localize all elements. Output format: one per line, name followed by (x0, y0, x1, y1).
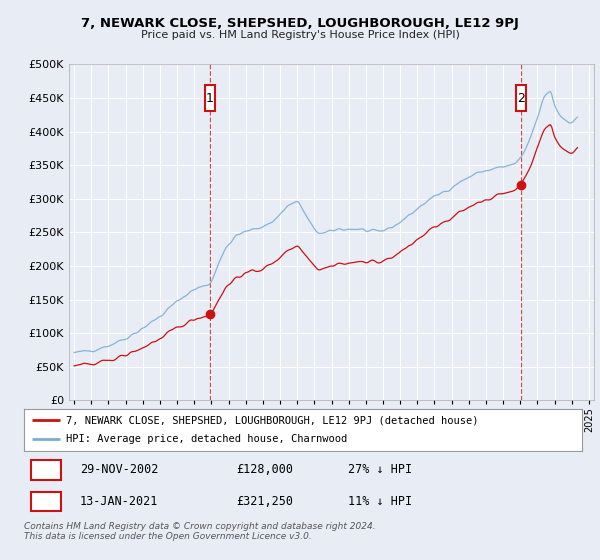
Text: 27% ↓ HPI: 27% ↓ HPI (347, 463, 412, 476)
Text: 1: 1 (206, 91, 214, 105)
Text: 29-NOV-2002: 29-NOV-2002 (80, 463, 158, 476)
FancyBboxPatch shape (31, 492, 61, 511)
Text: 7, NEWARK CLOSE, SHEPSHED, LOUGHBOROUGH, LE12 9PJ: 7, NEWARK CLOSE, SHEPSHED, LOUGHBOROUGH,… (81, 17, 519, 30)
Text: Price paid vs. HM Land Registry's House Price Index (HPI): Price paid vs. HM Land Registry's House … (140, 30, 460, 40)
Text: £321,250: £321,250 (236, 495, 293, 508)
FancyBboxPatch shape (31, 460, 61, 480)
Text: 13-JAN-2021: 13-JAN-2021 (80, 495, 158, 508)
FancyBboxPatch shape (516, 85, 526, 111)
Text: 11% ↓ HPI: 11% ↓ HPI (347, 495, 412, 508)
Text: £128,000: £128,000 (236, 463, 293, 476)
Text: 2: 2 (517, 91, 525, 105)
Text: 7, NEWARK CLOSE, SHEPSHED, LOUGHBOROUGH, LE12 9PJ (detached house): 7, NEWARK CLOSE, SHEPSHED, LOUGHBOROUGH,… (66, 415, 478, 425)
Text: 1: 1 (42, 463, 50, 476)
Text: Contains HM Land Registry data © Crown copyright and database right 2024.
This d: Contains HM Land Registry data © Crown c… (24, 522, 376, 542)
Text: HPI: Average price, detached house, Charnwood: HPI: Average price, detached house, Char… (66, 435, 347, 445)
Text: 2: 2 (42, 495, 50, 508)
FancyBboxPatch shape (205, 85, 215, 111)
